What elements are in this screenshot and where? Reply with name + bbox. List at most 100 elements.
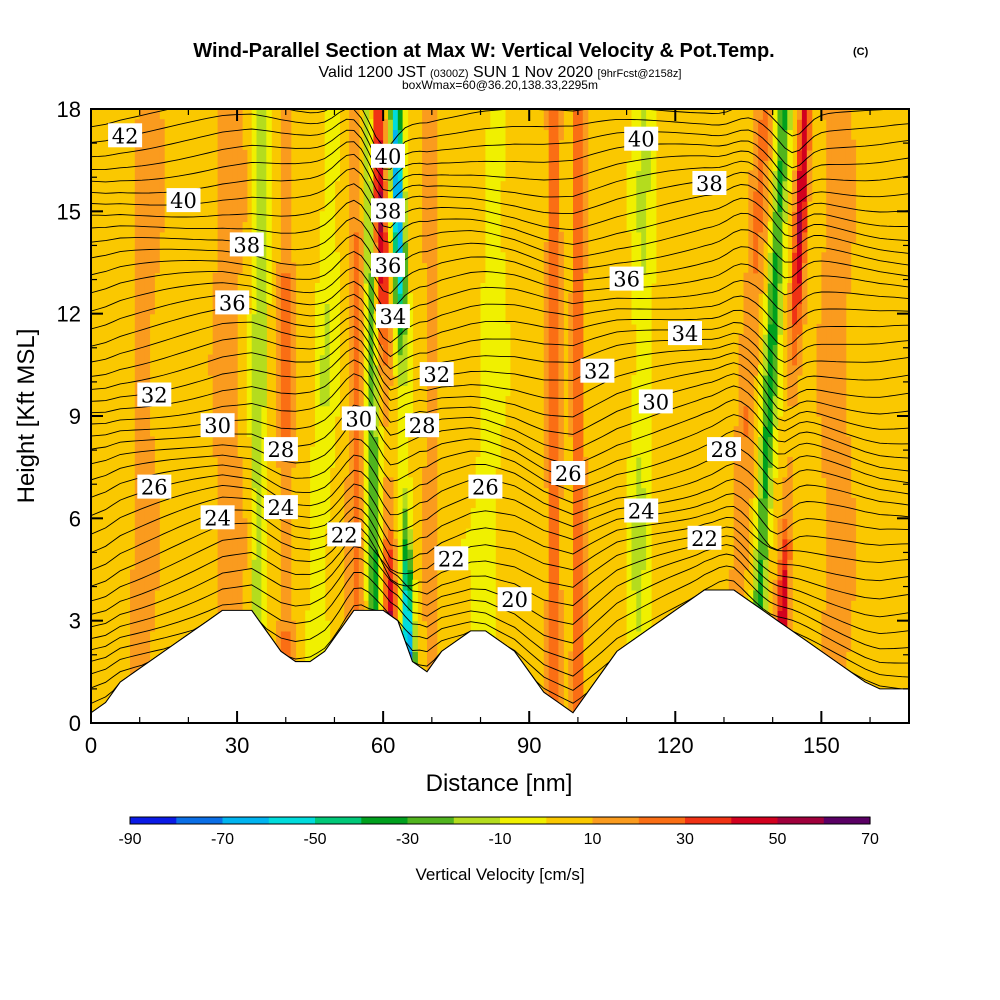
velocity-cell [388, 579, 394, 611]
colorbar-title: Vertical Velocity [cm/s] [415, 865, 584, 884]
y-tick-label: 18 [57, 97, 81, 122]
isentrope-label: 32 [419, 362, 454, 387]
velocity-cell [782, 538, 788, 571]
velocity-cell [777, 579, 783, 611]
velocity-cell [767, 467, 774, 509]
velocity-cell [758, 109, 764, 120]
isentrope-label-box [668, 321, 702, 346]
velocity-cell [485, 129, 491, 723]
velocity-cell [797, 334, 803, 376]
velocity-cell [373, 313, 379, 366]
velocity-cell [753, 109, 759, 192]
y-tick-label: 9 [69, 404, 81, 429]
velocity-cell [641, 272, 647, 489]
isentrope-label-box [215, 290, 250, 315]
colorbar-swatch [222, 817, 270, 824]
velocity-cell [397, 334, 404, 356]
isentrope-label: 28 [263, 437, 298, 462]
isentrope-label-text: 30 [642, 390, 669, 414]
velocity-cell [388, 549, 394, 581]
velocity-cell [650, 109, 657, 284]
velocity-cell [767, 323, 774, 438]
velocity-cell [797, 242, 803, 284]
velocity-cell [787, 456, 793, 540]
velocity-cell [753, 272, 759, 376]
velocity-cell [767, 221, 774, 253]
velocity-cell [402, 334, 409, 386]
isentrope-label-text: 28 [268, 438, 295, 462]
isentrope-label: 24 [624, 498, 659, 524]
isentrope-line [91, 246, 909, 295]
velocity-cell [826, 109, 832, 723]
valid-prefix: Valid 1200 JST [319, 64, 427, 81]
velocity-cell [743, 436, 749, 571]
isentrope-label-box [371, 143, 405, 168]
colorbar-tick-label: -70 [211, 831, 234, 848]
isentrope-label-text: 30 [204, 414, 231, 438]
velocity-cell [422, 467, 428, 622]
velocity-cell [558, 109, 564, 141]
x-tick-label: 60 [371, 733, 395, 758]
isentrope-label-box [434, 546, 469, 571]
isentrope-line [91, 229, 909, 277]
isentrope-line [91, 565, 909, 661]
velocity-cell [319, 405, 326, 723]
isentrope-line [91, 212, 909, 260]
velocity-cell [767, 283, 774, 325]
isentrope-line [91, 109, 909, 159]
velocity-cell [412, 579, 418, 622]
isentrope-label-text: 22 [438, 547, 465, 571]
isentrope-label-box [580, 358, 615, 383]
isentrope-label-text: 26 [141, 476, 168, 500]
velocity-cell [407, 590, 413, 612]
isentrope-label: 32 [137, 382, 172, 408]
velocity-cell [237, 456, 243, 632]
isentrope-label-text: 24 [204, 506, 231, 530]
colorbar-tick-label: 10 [584, 831, 602, 848]
isentrope-label-text: 38 [233, 233, 260, 257]
velocity-cell [758, 231, 764, 294]
velocity-cell [831, 109, 837, 723]
velocity-cell [256, 109, 262, 723]
colorbar-tick-label: -90 [118, 831, 141, 848]
velocity-cell [767, 252, 774, 284]
velocity-cell [266, 109, 272, 304]
isentrope-line [91, 153, 909, 206]
isentrope-label-text: 20 [501, 588, 528, 612]
x-tick-label: 120 [657, 733, 694, 758]
velocity-cell [577, 109, 584, 723]
velocity-cell [758, 497, 764, 560]
isentrope-label-text: 38 [696, 172, 723, 196]
velocity-cell [762, 109, 769, 161]
velocity-cell [276, 262, 282, 468]
colorbar-tick-label: 50 [769, 831, 787, 848]
isentrope-label-text: 34 [672, 322, 699, 346]
velocity-cell [353, 231, 360, 723]
velocity-cell [787, 559, 793, 642]
plot-area: 42 40 38 36 32 30 28 26 24 24 22 30 40 38 36 34 32 28 26 22… [91, 109, 909, 723]
isentrope-label: 22 [687, 525, 722, 551]
velocity-cell [850, 139, 857, 243]
velocity-cell [792, 364, 798, 407]
velocity-cell [548, 109, 555, 723]
velocity-cell [777, 334, 783, 417]
isentrope-line [91, 493, 909, 553]
chart-title: Wind-Parallel Section at Max W: Vertical… [193, 40, 774, 62]
isentrope-line [91, 279, 909, 328]
velocity-cell [407, 477, 413, 530]
velocity-cell [777, 160, 783, 212]
velocity-cell [402, 590, 409, 673]
velocity-cell [758, 559, 764, 612]
velocity-cell [568, 651, 574, 723]
isentrope-line [91, 315, 909, 370]
isentrope-label: 28 [707, 437, 741, 462]
velocity-cell [388, 313, 394, 386]
x-axis-label: Distance [nm] [426, 770, 573, 797]
velocity-cell [397, 129, 404, 151]
y-tick-label: 12 [57, 302, 81, 327]
velocity-cell [636, 456, 642, 632]
velocity-cell [280, 456, 287, 632]
velocity-cell [334, 109, 340, 182]
isentrope-line [91, 446, 909, 504]
